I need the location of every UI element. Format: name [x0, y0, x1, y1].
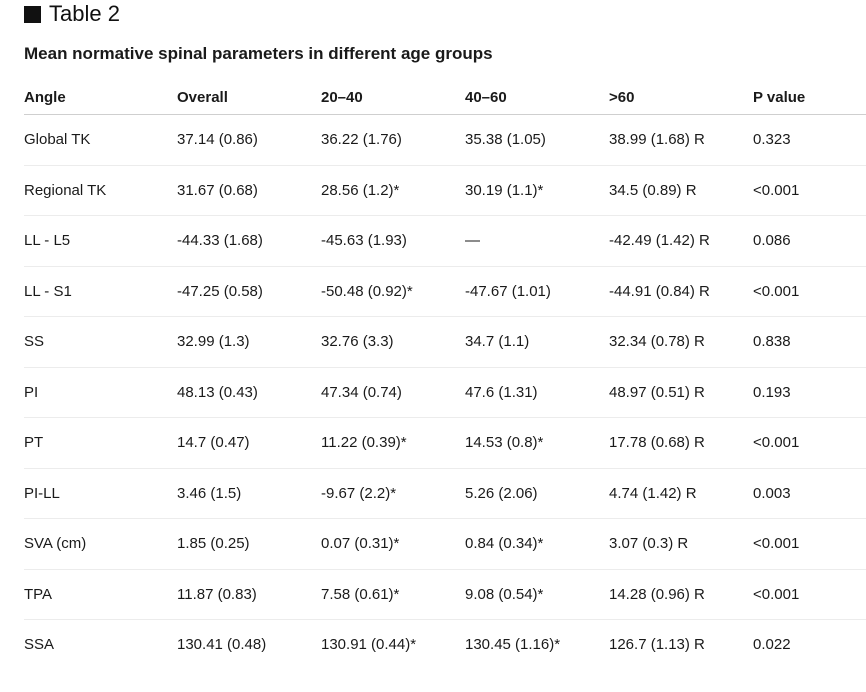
- p-value-cell: <0.001: [753, 165, 866, 216]
- p-value-cell: 0.193: [753, 367, 866, 418]
- age-over-60-cell: 32.34 (0.78) R: [609, 316, 753, 368]
- age-over-60-cell: -44.91 (0.84) R: [609, 266, 753, 317]
- age-20-40-cell: 7.58 (0.61)*: [321, 569, 465, 620]
- age-20-40-cell: -45.63 (1.93): [321, 215, 465, 267]
- angle-cell: SS: [24, 316, 177, 368]
- age-40-60-cell: 34.7 (1.1): [465, 316, 609, 368]
- age-40-60-cell: 0.84 (0.34)*: [465, 518, 609, 570]
- age-over-60-cell: 14.28 (0.96) R: [609, 569, 753, 620]
- table-row: TPA 11.87 (0.83) 7.58 (0.61)* 9.08 (0.54)* 1…: [24, 569, 866, 620]
- angle-cell: TPA: [24, 569, 177, 620]
- age-over-60-cell: 38.99 (1.68) R: [609, 114, 753, 166]
- age-20-40-cell: 47.34 (0.74): [321, 367, 465, 418]
- p-value-cell: 0.323: [753, 114, 866, 166]
- age-20-40-cell: -50.48 (0.92)*: [321, 266, 465, 317]
- table-header-row: Angle Overall 20–40 40–60 >60 P value: [24, 80, 866, 115]
- angle-cell: Regional TK: [24, 165, 177, 216]
- column-header-overall: Overall: [177, 80, 321, 115]
- angle-cell: SVA (cm): [24, 518, 177, 570]
- angle-cell: PT: [24, 417, 177, 469]
- p-value-cell: 0.086: [753, 215, 866, 267]
- overall-cell: 3.46 (1.5): [177, 468, 321, 519]
- angle-cell: PI-LL: [24, 468, 177, 519]
- p-value-cell: <0.001: [753, 569, 866, 620]
- angle-cell: SSA: [24, 636, 55, 654]
- p-value-cell: <0.001: [753, 417, 866, 469]
- table-title-text: Table 2: [49, 1, 120, 26]
- table-row: SS 32.99 (1.3) 32.76 (3.3) 34.7 (1.1) 32.34 …: [24, 316, 866, 368]
- table-row: PI 48.13 (0.43) 47.34 (0.74) 47.6 (1.31) 48.…: [24, 367, 866, 418]
- overall-cell: 32.99 (1.3): [177, 316, 321, 368]
- column-header-angle: Angle: [24, 80, 177, 115]
- angle-cell: PI: [24, 367, 177, 418]
- age-20-40-cell: 32.76 (3.3): [321, 316, 465, 368]
- age-40-60-cell: —: [465, 215, 609, 267]
- table-row: PI-LL 3.46 (1.5) -9.67 (2.2)* 5.26 (2.06) 4.…: [24, 468, 866, 519]
- p-value-cell: <0.001: [753, 266, 866, 317]
- age-over-60-cell: 3.07 (0.3) R: [609, 518, 753, 570]
- table-caption: Mean normative spinal parameters in diff…: [24, 44, 493, 63]
- table-row: LL - S1 -47.25 (0.58) -50.48 (0.92)* -47.67…: [24, 266, 866, 317]
- table-row: Regional TK 31.67 (0.68) 28.56 (1.2)* 30.19…: [24, 165, 866, 216]
- age-40-60-cell: 9.08 (0.54)*: [465, 569, 609, 620]
- age-20-40-cell: 11.22 (0.39)*: [321, 417, 465, 469]
- table-row: Global TK 37.14 (0.86) 36.22 (1.76) 35.38 (…: [24, 114, 866, 166]
- overall-cell: 48.13 (0.43): [177, 367, 321, 418]
- age-40-60-cell: -47.67 (1.01): [465, 266, 609, 317]
- p-value-cell: 0.003: [753, 468, 866, 519]
- age-40-60-cell: 30.19 (1.1)*: [465, 165, 609, 216]
- overall-cell: 11.87 (0.83): [177, 569, 321, 620]
- age-over-60-cell: 4.74 (1.42) R: [609, 468, 753, 519]
- overall-cell: 130.41 (0.48): [177, 636, 267, 654]
- age-20-40-cell: 0.07 (0.31)*: [321, 518, 465, 570]
- overall-cell: 31.67 (0.68): [177, 165, 321, 216]
- age-20-40-cell: 36.22 (1.76): [321, 114, 465, 166]
- overall-cell: 1.85 (0.25): [177, 518, 321, 570]
- column-header-p-value: P value: [753, 80, 866, 115]
- p-value-cell: 0.838: [753, 316, 866, 368]
- table-body: Global TK 37.14 (0.86) 36.22 (1.76) 35.38 (…: [24, 114, 866, 670]
- angle-cell: LL - S1: [24, 266, 177, 317]
- age-over-60-cell: 34.5 (0.89) R: [609, 165, 753, 216]
- table-title: Table 2: [24, 0, 120, 28]
- overall-cell: 37.14 (0.86): [177, 114, 321, 166]
- age-over-60-cell: -42.49 (1.42) R: [609, 215, 753, 267]
- table-row: PT 14.7 (0.47) 11.22 (0.39)* 14.53 (0.8)* 17…: [24, 417, 866, 469]
- table-row: SVA (cm) 1.85 (0.25) 0.07 (0.31)* 0.84 (0.3…: [24, 518, 866, 570]
- overall-cell: -47.25 (0.58): [177, 266, 321, 317]
- overall-cell: 14.7 (0.47): [177, 417, 321, 469]
- age-40-60-cell: 14.53 (0.8)*: [465, 417, 609, 469]
- age-40-60-cell: 5.26 (2.06): [465, 468, 609, 519]
- age-20-40-cell: 28.56 (1.2)*: [321, 165, 465, 216]
- age-40-60-cell: 47.6 (1.31): [465, 367, 609, 418]
- age-20-40-cell: -9.67 (2.2)*: [321, 468, 465, 519]
- angle-cell: Global TK: [24, 114, 177, 166]
- p-value-cell: <0.001: [753, 518, 866, 570]
- age-over-60-cell: 17.78 (0.68) R: [609, 417, 753, 469]
- angle-cell: LL - L5: [24, 215, 177, 267]
- column-header-20-40: 20–40: [321, 80, 465, 115]
- age-over-60-cell: 48.97 (0.51) R: [609, 367, 753, 418]
- column-header-over-60: >60: [609, 80, 753, 115]
- age-over-60-cell: 126.7 (1.13) R: [609, 636, 705, 654]
- p-value-cell: 0.022: [753, 636, 791, 654]
- age-20-40-cell: 130.91 (0.44)*: [321, 636, 417, 654]
- square-bullet-icon: [24, 5, 41, 23]
- age-40-60-cell: 130.45 (1.16)*: [465, 636, 561, 654]
- age-40-60-cell: 35.38 (1.05): [465, 114, 609, 166]
- data-table: Angle Overall 20–40 40–60 >60 P value Gl…: [24, 80, 866, 670]
- column-header-40-60: 40–60: [465, 80, 609, 115]
- overall-cell: -44.33 (1.68): [177, 215, 321, 267]
- table-row: SSA 130.41 (0.48) 130.91 (0.44)* 130.45 (1.…: [24, 620, 866, 670]
- table-row: LL - L5 -44.33 (1.68) -45.63 (1.93) — -42.49…: [24, 215, 866, 267]
